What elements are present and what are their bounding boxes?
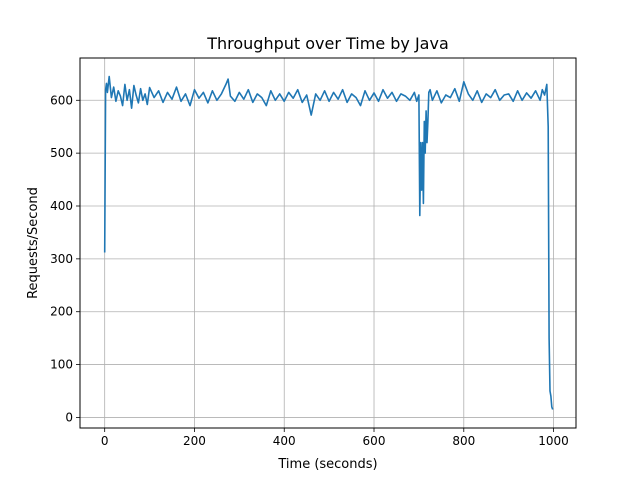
y-axis-label: Requests/Second	[26, 187, 41, 299]
x-tick-label: 600	[363, 434, 386, 448]
x-tick-label: 0	[101, 434, 109, 448]
plot-frame	[79, 57, 577, 429]
series-line	[103, 75, 554, 410]
y-tick-label: 0	[65, 410, 73, 424]
y-tick-label: 300	[50, 252, 73, 266]
y-axis-ticks: 0 100 200 300 400 500 600	[50, 93, 80, 424]
x-tick-label: 400	[273, 434, 296, 448]
y-tick-label: 400	[50, 199, 73, 213]
x-axis-ticks: 0 200 400 600 800 1000	[101, 428, 569, 448]
y-tick-label: 100	[50, 358, 73, 372]
y-tick-label: 500	[50, 146, 73, 160]
chart-title: Throughput over Time by Java	[206, 34, 449, 53]
x-tick-label: 800	[452, 434, 475, 448]
y-tick-label: 600	[50, 93, 73, 107]
plot-lines	[103, 75, 554, 410]
y-tick-label: 200	[50, 305, 73, 319]
x-axis-label: Time (seconds)	[277, 457, 377, 472]
x-tick-label: 200	[183, 434, 206, 448]
x-tick-label: 1000	[538, 434, 569, 448]
